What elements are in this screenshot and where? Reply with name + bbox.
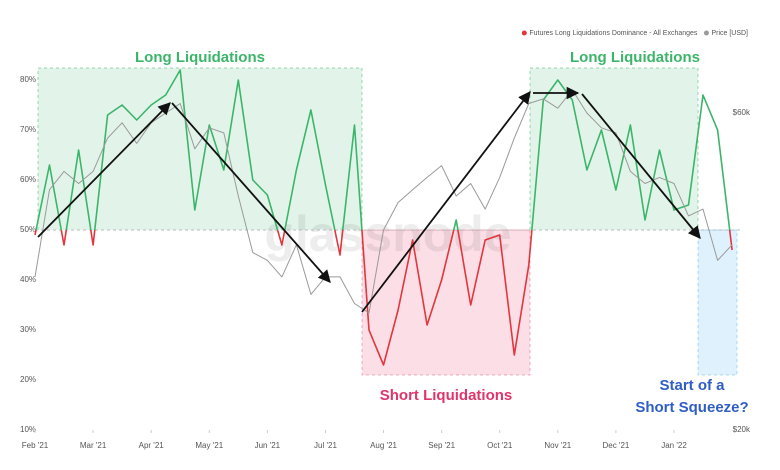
legend-label: Price [USD] bbox=[711, 30, 748, 37]
annotation: Short Liquidations bbox=[380, 387, 513, 404]
annotation: Long Liquidations bbox=[570, 49, 700, 66]
x-tick-label: Jun '21 bbox=[255, 441, 281, 450]
x-tick-label: Apr '21 bbox=[139, 441, 165, 450]
annotation: Start of a bbox=[659, 377, 725, 394]
x-tick-label: Oct '21 bbox=[487, 441, 513, 450]
arrow bbox=[37, 102, 171, 238]
legend-label: Futures Long Liquidations Dominance - Al… bbox=[529, 30, 698, 37]
y-tick-label: 60% bbox=[20, 175, 36, 184]
arrow bbox=[581, 93, 701, 239]
x-tick-label: Aug '21 bbox=[370, 441, 397, 450]
y2-tick-label: $60k bbox=[733, 108, 751, 117]
annotation: Short Squeeze? bbox=[635, 399, 748, 416]
x-tick-label: Jul '21 bbox=[314, 441, 337, 450]
arrows bbox=[37, 86, 701, 313]
y2-tick-label: $20k bbox=[733, 425, 751, 434]
legend-marker bbox=[703, 30, 709, 36]
x-tick-label: Mar '21 bbox=[80, 441, 107, 450]
y-tick-label: 80% bbox=[20, 75, 36, 84]
y-tick-label: 30% bbox=[20, 325, 36, 334]
long-zone bbox=[37, 67, 363, 231]
y-tick-label: 50% bbox=[20, 225, 36, 234]
x-tick-label: Jan '22 bbox=[661, 441, 687, 450]
annotation: Long Liquidations bbox=[135, 49, 265, 66]
y-tick-label: 20% bbox=[20, 375, 36, 384]
x-tick-label: Sep '21 bbox=[428, 441, 455, 450]
x-tick-label: Nov '21 bbox=[544, 441, 571, 450]
watermark: glassnode bbox=[264, 206, 511, 262]
y-tick-label: 70% bbox=[20, 125, 36, 134]
arrow bbox=[171, 102, 331, 283]
x-tick-label: Dec '21 bbox=[602, 441, 629, 450]
arrow bbox=[361, 90, 531, 313]
squeeze-zone bbox=[697, 229, 738, 376]
y-tick-label: 10% bbox=[20, 425, 36, 434]
x-tick-label: Feb '21 bbox=[22, 441, 49, 450]
long-zone bbox=[529, 67, 699, 231]
series-line bbox=[34, 69, 733, 366]
legend-marker bbox=[521, 30, 527, 36]
x-tick-label: May '21 bbox=[195, 441, 223, 450]
y-tick-label: 40% bbox=[20, 275, 36, 284]
